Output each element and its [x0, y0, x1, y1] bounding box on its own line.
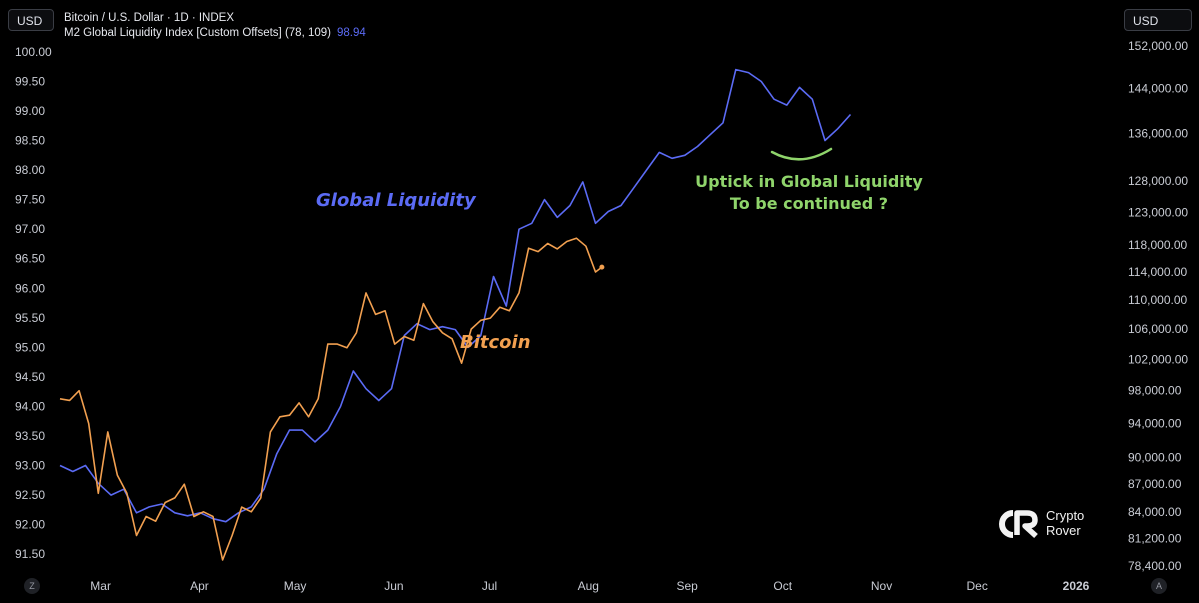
scale-z-button[interactable]: Z [24, 578, 40, 594]
x-tick-label: Sep [676, 579, 698, 593]
indicator-value: 98.94 [336, 27, 366, 39]
left-tick-label: 96.00 [15, 281, 45, 295]
right-tick-label: 114,000.00 [1128, 265, 1187, 279]
uptick-annotation-line2: To be continued ? [730, 194, 888, 213]
left-tick-label: 94.50 [15, 370, 45, 384]
right-tick-label: 90,000.00 [1128, 451, 1182, 465]
right-tick-label: 81,200.00 [1128, 531, 1182, 545]
currency-button-right[interactable]: USD [1124, 9, 1192, 31]
left-tick-label: 100.00 [15, 45, 52, 59]
left-tick-label: 99.50 [15, 74, 45, 88]
right-tick-label: 98,000.00 [1128, 384, 1182, 398]
indicator-legend[interactable]: M2 Global Liquidity Index [Custom Offset… [64, 27, 366, 39]
left-tick-label: 96.50 [15, 252, 45, 266]
time-axis: Mar Apr May Jun Jul Aug Sep Oct Nov Dec 2026 [90, 579, 1089, 593]
right-tick-label: 152,000.00 [1128, 39, 1188, 53]
right-tick-label: 78,400.00 [1128, 559, 1182, 573]
right-axis: 152,000.00 144,000.00 136,000.00 128,000.00… [1128, 39, 1188, 573]
crypto-rover-logo: Crypto Rover [996, 507, 1106, 541]
right-tick-label: 94,000.00 [1128, 416, 1182, 430]
right-tick-label: 87,000.00 [1128, 477, 1182, 491]
x-tick-label: Nov [871, 579, 892, 593]
left-tick-label: 91.50 [15, 547, 45, 561]
logo-text: Crypto Rover [1046, 508, 1084, 538]
symbol-title[interactable]: Bitcoin / U.S. Dollar · 1D · INDEX [64, 12, 234, 24]
right-tick-label: 110,000.00 [1128, 293, 1187, 307]
bitcoin-last-point [599, 264, 605, 270]
left-tick-label: 94.00 [15, 399, 45, 413]
left-tick-label: 95.50 [15, 311, 45, 325]
left-tick-label: 93.00 [15, 459, 45, 473]
logo-line-1: Crypto [1046, 508, 1085, 523]
right-tick-label: 106,000.00 [1128, 322, 1188, 336]
left-tick-label: 92.50 [15, 488, 45, 502]
auto-scale-button[interactable]: A [1151, 578, 1167, 594]
left-tick-label: 97.50 [15, 193, 45, 207]
x-tick-label: May [284, 579, 307, 593]
left-tick-label: 92.00 [15, 518, 45, 532]
global-liquidity-line [59, 68, 852, 523]
uptick-annotation-line1: Uptick in Global Liquidity [695, 172, 923, 191]
logo-line-2: Rover [1046, 523, 1081, 538]
right-tick-label: 123,000.00 [1128, 205, 1188, 219]
x-tick-label: Apr [190, 579, 209, 593]
x-tick-label: Oct [773, 579, 792, 593]
right-tick-label: 136,000.00 [1128, 126, 1188, 140]
cr-logo-icon [999, 510, 1038, 539]
currency-button-left[interactable]: USD [8, 9, 54, 31]
x-tick-label: Dec [967, 579, 988, 593]
right-tick-label: 144,000.00 [1128, 81, 1188, 95]
x-tick-label: 2026 [1063, 579, 1090, 593]
left-tick-label: 98.50 [15, 134, 45, 148]
right-tick-label: 102,000.00 [1128, 352, 1188, 366]
left-tick-label: 95.00 [15, 340, 45, 354]
x-tick-label: Jun [384, 579, 403, 593]
x-tick-label: Aug [578, 579, 599, 593]
left-axis: 100.00 99.50 99.00 98.50 98.00 97.50 97.00 96.5… [15, 45, 52, 561]
bitcoin-label: Bitcoin [460, 332, 531, 353]
bitcoin-line [59, 237, 603, 561]
uptick-arc [770, 147, 833, 161]
plot-area [59, 68, 852, 561]
left-tick-label: 93.50 [15, 429, 45, 443]
right-tick-label: 84,000.00 [1128, 505, 1182, 519]
left-tick-label: 97.00 [15, 222, 45, 236]
indicator-name: M2 Global Liquidity Index [Custom Offset… [64, 27, 331, 39]
right-tick-label: 118,000.00 [1128, 238, 1187, 252]
left-tick-label: 99.00 [15, 104, 45, 118]
left-tick-label: 98.00 [15, 163, 45, 177]
x-tick-label: Jul [482, 579, 497, 593]
global-liquidity-label: Global Liquidity [316, 190, 477, 211]
right-tick-label: 128,000.00 [1128, 174, 1188, 188]
x-tick-label: Mar [90, 579, 111, 593]
